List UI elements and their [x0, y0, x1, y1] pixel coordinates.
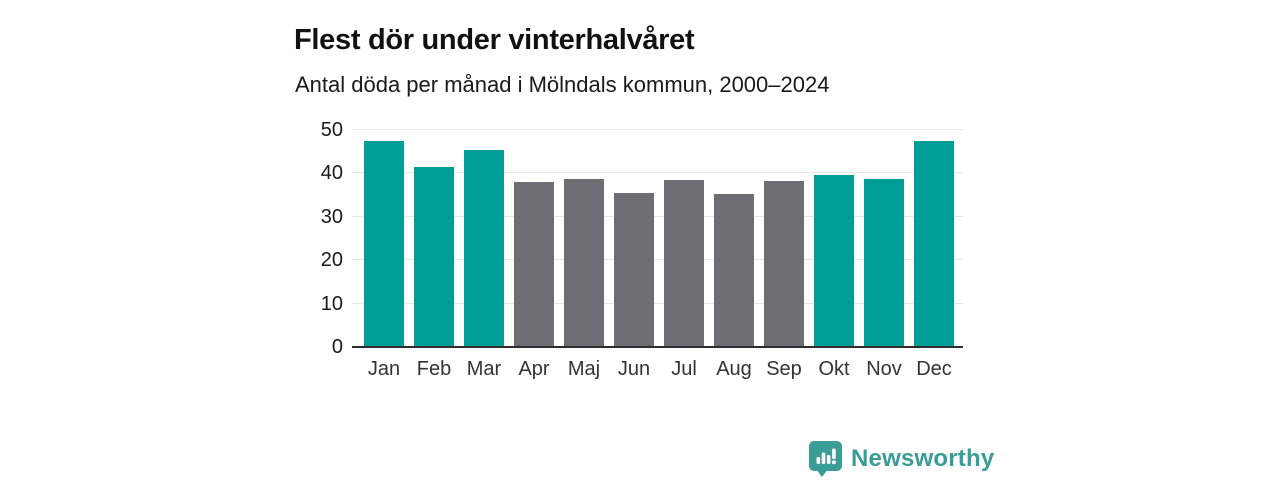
- x-tick-label-apr: Apr: [518, 358, 550, 380]
- y-tick-label-40: 40: [320, 162, 343, 185]
- bar-okt: [814, 174, 854, 347]
- x-tick-label-nov: Nov: [866, 358, 902, 380]
- y-axis-tick-labels: 0 10 20 30 40 50: [295, 120, 343, 357]
- y-tick-label-50: 50: [320, 119, 343, 141]
- bar-jun: [614, 192, 654, 347]
- chart-bars-speech-bubble-icon: [809, 441, 842, 477]
- bar-jul: [664, 180, 704, 347]
- gridline-20: [352, 259, 963, 261]
- y-tick-label-30: 30: [320, 205, 343, 228]
- y-tick-label-20: 20: [320, 249, 343, 272]
- brand-footer: Newsworthy: [808, 440, 994, 477]
- y-tick-label-10: 10: [320, 292, 343, 315]
- brand-name: Newsworthy: [851, 444, 995, 472]
- chart-subtitle: Antal döda per månad i Mölndals kommun, …: [295, 72, 830, 97]
- x-tick-label-maj: Maj: [567, 358, 601, 380]
- x-tick-label-okt: Okt: [818, 358, 850, 380]
- x-axis-tick-labels: Jan Feb Mar Apr Maj Jun Jul Aug Sep Okt Nov Dec: [352, 358, 963, 381]
- y-tick-label-0: 0: [331, 336, 343, 358]
- x-tick-label-dec: Dec: [916, 358, 952, 380]
- bar-apr: [514, 182, 554, 347]
- gridline-40: [352, 172, 963, 174]
- bar-feb: [414, 167, 454, 347]
- x-axis-line: [352, 346, 963, 348]
- gridline-30: [352, 215, 963, 217]
- x-tick-label-aug: Aug: [716, 358, 752, 380]
- bar-maj: [564, 179, 604, 347]
- plot-area: [352, 129, 963, 348]
- bars: [352, 130, 963, 347]
- bar-sep: [764, 180, 804, 347]
- x-tick-label-sep: Sep: [766, 358, 802, 380]
- gridline-10: [352, 302, 963, 304]
- bar-aug: [714, 193, 754, 347]
- chart-title: Flest dör under vinterhalvåret: [294, 24, 695, 57]
- x-tick-label-jan: Jan: [367, 358, 401, 380]
- x-tick-label-mar: Mar: [466, 358, 502, 380]
- x-tick-label-jul: Jul: [671, 358, 697, 380]
- gridline-50: [352, 129, 963, 130]
- bar-dec: [914, 140, 954, 347]
- bar-mar: [464, 149, 504, 347]
- bar-jan: [364, 140, 404, 347]
- x-tick-label-feb: Feb: [416, 358, 452, 380]
- bar-nov: [864, 178, 904, 347]
- x-tick-label-jun: Jun: [617, 358, 651, 380]
